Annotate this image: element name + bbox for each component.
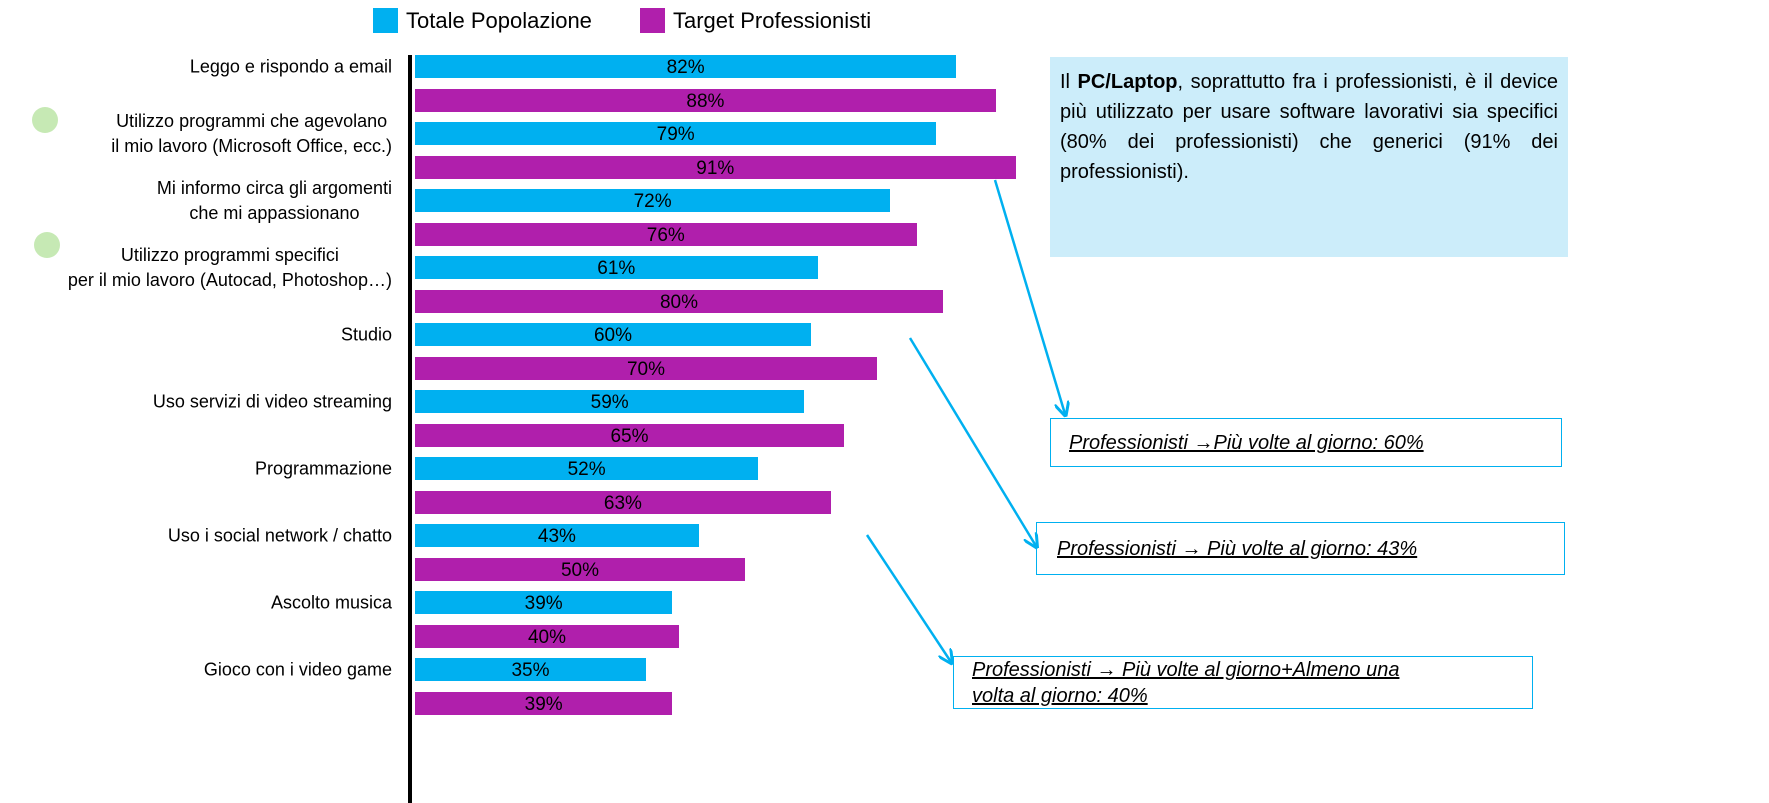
value-label: 72% bbox=[633, 191, 672, 212]
bar bbox=[415, 591, 673, 614]
bar bbox=[415, 624, 679, 648]
value-label: 70% bbox=[626, 358, 666, 380]
bar bbox=[415, 122, 937, 145]
marker-dot bbox=[32, 107, 58, 133]
callout-text: Professionisti →Più volte al giorno: 60% bbox=[1069, 432, 1424, 454]
arrow bbox=[993, 179, 1065, 414]
bar bbox=[415, 557, 745, 581]
note-text: Il bbox=[1060, 71, 1078, 93]
value-label: 43% bbox=[537, 526, 576, 547]
bar bbox=[415, 658, 646, 681]
marker-dot bbox=[34, 232, 60, 258]
bar bbox=[415, 691, 673, 715]
callout-text: Professionisti → Più volte al giorno+Alm… bbox=[972, 659, 1400, 707]
category-label: Uso servizi di video streaming bbox=[152, 391, 392, 411]
category-label: Leggo e rispondo a email bbox=[189, 56, 392, 76]
category-label: Studio bbox=[340, 324, 392, 344]
arrow bbox=[865, 534, 951, 662]
callout-box: Professionisti →Più volte al giorno: 60% bbox=[1050, 418, 1562, 467]
bar bbox=[415, 356, 877, 380]
bar bbox=[415, 88, 996, 112]
bar bbox=[415, 189, 891, 212]
note-box: Il PC/Laptop, soprattutto fra i professi… bbox=[1050, 57, 1568, 257]
legend-label: Target Professionisti bbox=[673, 8, 872, 33]
value-label: 59% bbox=[590, 392, 629, 413]
value-label: 35% bbox=[511, 660, 550, 681]
category-label: Mi informo circa gli argomenti che mi ap… bbox=[156, 177, 392, 223]
value-label: 88% bbox=[686, 90, 725, 112]
bar bbox=[415, 423, 844, 447]
bar bbox=[415, 55, 957, 78]
value-label: 63% bbox=[603, 492, 642, 514]
value-label: 52% bbox=[567, 459, 606, 480]
category-label: Gioco con i video game bbox=[203, 659, 392, 679]
value-label: 80% bbox=[659, 291, 699, 313]
category-label: Utilizzo programmi che agevolano il mio … bbox=[111, 110, 392, 156]
legend-swatch bbox=[373, 8, 398, 33]
legend-label: Totale Popolazione bbox=[406, 8, 592, 33]
category-label: Ascolto musica bbox=[270, 592, 392, 612]
note-bold: PC/Laptop bbox=[1077, 71, 1178, 93]
value-label: 39% bbox=[524, 693, 563, 715]
note-text: , soprattutto fra i professionisti, è il… bbox=[1060, 71, 1558, 183]
value-label: 65% bbox=[610, 425, 649, 447]
bar bbox=[415, 155, 1016, 179]
arrow bbox=[908, 337, 1036, 546]
bar bbox=[415, 323, 811, 346]
value-label: 60% bbox=[593, 325, 633, 346]
value-label: 91% bbox=[696, 157, 735, 179]
bar bbox=[415, 289, 943, 313]
bar bbox=[415, 256, 818, 279]
category-label: Utilizzo programmi specifici per il mio … bbox=[67, 244, 392, 290]
value-label: 82% bbox=[666, 57, 705, 78]
value-label: 76% bbox=[646, 224, 685, 246]
value-label: 39% bbox=[524, 593, 563, 614]
bar bbox=[415, 222, 917, 246]
value-label: 50% bbox=[560, 559, 600, 581]
bar bbox=[415, 457, 759, 480]
value-label: 40% bbox=[527, 626, 567, 648]
category-label: Programmazione bbox=[254, 458, 392, 478]
value-label: 79% bbox=[656, 124, 695, 145]
legend-swatch bbox=[640, 8, 665, 33]
axis-line bbox=[408, 55, 412, 803]
value-label: 61% bbox=[597, 258, 636, 279]
bar bbox=[415, 524, 699, 547]
category-label: Uso i social network / chatto bbox=[167, 525, 392, 545]
callout-text: Professionisti → Più volte al giorno: 43… bbox=[1057, 538, 1418, 560]
callout-box: Professionisti → Più volte al giorno+Alm… bbox=[953, 656, 1533, 709]
bar bbox=[415, 490, 831, 514]
callout-box: Professionisti → Più volte al giorno: 43… bbox=[1036, 522, 1565, 575]
bar bbox=[415, 390, 805, 413]
